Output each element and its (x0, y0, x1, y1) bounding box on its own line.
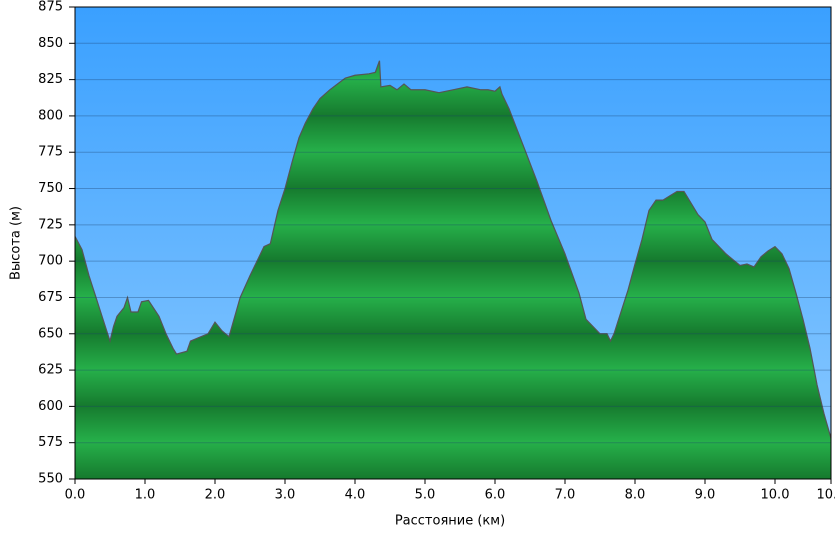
elevation-area (75, 60, 831, 480)
y-tick-label: 700 (38, 254, 63, 269)
y-tick-label: 725 (38, 217, 63, 232)
y-tick-label: 775 (38, 145, 63, 160)
plot-frame (74, 6, 832, 480)
y-tick-label: 750 (38, 181, 63, 196)
y-tick-label: 575 (38, 435, 63, 450)
y-tick-label: 675 (38, 290, 63, 305)
y-tick-label: 625 (38, 363, 63, 378)
y-axis-label: Высота (м) (9, 206, 24, 280)
x-tick-label: 2.0 (205, 488, 226, 503)
x-tick-label: 10.0 (761, 488, 790, 503)
x-tick-label: 9.0 (695, 488, 716, 503)
x-tick-label: 6.0 (485, 488, 506, 503)
x-tick-label: 3.0 (275, 488, 296, 503)
y-tick-label: 875 (38, 0, 63, 15)
y-tick-label: 800 (38, 108, 63, 123)
x-tick-label: 5.0 (415, 488, 436, 503)
y-tick-label: 650 (38, 326, 63, 341)
elevation-line (74, 60, 832, 439)
y-tick-label: 600 (38, 399, 63, 414)
x-tick-label: 10.8 (817, 488, 835, 503)
x-tick-label: 8.0 (625, 488, 646, 503)
x-tick-label: 4.0 (345, 488, 366, 503)
y-tick-label: 550 (38, 472, 63, 487)
x-tick-label: 0.0 (65, 488, 86, 503)
y-tick-label: 825 (38, 72, 63, 87)
x-tick-label: 1.0 (135, 488, 156, 503)
x-axis-label: Расстояние (км) (395, 514, 505, 529)
y-tick-label: 850 (38, 36, 63, 51)
x-tick-label: 7.0 (555, 488, 576, 503)
